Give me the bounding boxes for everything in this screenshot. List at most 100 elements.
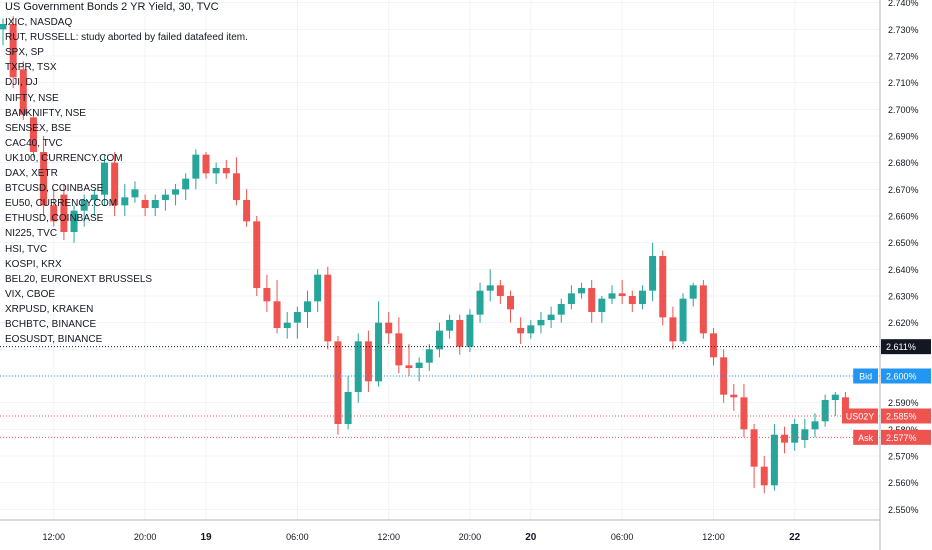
x-tick-label: 22 [789,532,801,543]
price-tag-box [881,408,931,424]
price-tag-value: 2.611% [886,342,916,352]
candle-body [90,194,98,200]
candle-body [770,434,778,486]
candle-body [821,400,829,422]
y-tick-label: 2.720% [888,52,919,62]
candle-body [172,189,180,195]
legend: US Government Bonds 2 YR Yield, 30, TVC … [5,0,248,347]
legend-study[interactable]: IXIC, NASDAQ [5,17,73,29]
candle-body [192,154,200,179]
legend-study[interactable]: BANKNIFTY, NSE [5,107,86,119]
candle-body [80,200,88,211]
chart-title[interactable]: US Government Bonds 2 YR Yield, 30, TVC [5,1,219,13]
legend-study[interactable]: SENSEX, BSE [5,122,72,134]
candle-body [222,168,230,174]
candle-body [578,288,586,294]
price-tags: 2.611% 2.600% Bid 2.585% US02Y 2.577% Ask [842,339,931,445]
candle-body [354,341,362,392]
price-tag-value: 2.577% [886,433,917,443]
candle-body [517,328,525,334]
y-tick-label: 2.630% [888,292,919,302]
price-tag-label: Bid [859,372,872,382]
candle-body [649,256,657,291]
candle-body [0,24,7,30]
candle-body [70,210,78,232]
candle-body [344,392,352,424]
price-tag-box [881,429,931,445]
candle-body [253,221,261,288]
price-tag-label-box [842,408,878,424]
legend-study[interactable]: EOSUSDT, BINANCE [5,334,103,346]
legend-study[interactable]: VIX, CBOE [5,288,56,300]
price-tag-value: 2.585% [886,412,917,422]
legend-study[interactable]: BCHBTC, BINANCE [5,318,97,330]
legend-study[interactable]: RUT, RUSSELL: study aborted by failed da… [5,32,248,44]
candle-body [557,304,565,315]
candle-body [486,285,494,291]
candle-body [273,301,281,328]
candle-body [537,320,545,326]
legend-study[interactable]: BTCUSD, COINBASE [5,183,104,195]
legend-study[interactable]: XRPUSD, KRAKEN [5,303,94,315]
x-tick-label: 20 [525,532,537,543]
y-tick-label: 2.690% [888,132,919,142]
candle-body [466,314,474,347]
candle-body [750,429,758,467]
legend-study[interactable]: EU50, CURRENCY.COM [5,198,118,210]
study-list: IXIC, NASDAQ RUT, RUSSELL: study aborted … [5,15,248,347]
x-tick-label: 12:00 [42,532,65,542]
candle-body [831,394,839,400]
legend-study[interactable]: NI225, TVC [5,228,58,240]
x-tick-label: 12:00 [702,532,725,542]
y-tick-label: 2.680% [888,158,919,168]
price-tag-label-box [853,429,878,445]
x-axis[interactable]: 12:00 20:00 19 06:00 12:00 20:00 20 06:00 12:00 2… [42,532,800,543]
legend-study[interactable]: TXPR, TSX [5,62,57,74]
candle-body [141,200,149,208]
legend-study[interactable]: UK100, CURRENCY.COM [5,152,123,164]
candle-body [608,293,616,299]
legend-study[interactable]: BEL20, EURONEXT BRUSSELS [5,273,153,285]
candle-body [364,341,372,382]
candle-body [161,194,169,200]
legend-study[interactable]: KOSPI, KRX [5,258,62,270]
candle-body [415,362,423,368]
candle-body [151,200,159,208]
legend-study[interactable]: NIFTY, NSE [5,92,59,104]
y-tick-label: 2.590% [888,398,919,408]
candle-body [618,293,626,296]
candle-body [9,24,17,78]
legend-study[interactable]: HSI, TVC [5,243,48,255]
y-tick-label: 2.640% [888,265,919,275]
candle-body [638,290,646,304]
candle-body [760,466,768,486]
legend-study[interactable]: DAX, XETR [5,168,58,180]
candle-body [283,322,291,328]
candle-body [781,434,789,443]
candle-body [446,320,454,331]
legend-study[interactable]: SPX, SP [5,47,44,59]
candle-body [111,162,119,206]
candle-body [801,429,809,440]
legend-study[interactable]: DJI, DJ [5,77,38,89]
candle-body [425,349,433,363]
candle-body [710,333,717,358]
candle-body [456,320,464,347]
y-tick-label: 2.660% [888,212,919,222]
candle-body [50,205,58,222]
candle-body [476,290,484,315]
candle-body [679,298,687,342]
candle-body [121,197,129,206]
candle-body [598,298,606,312]
x-tick-label: 06:00 [286,532,309,542]
y-tick-label: 2.700% [888,105,919,115]
candle-body [40,152,48,206]
candle-body [60,194,68,232]
legend-study[interactable]: CAC40, TVC [5,137,63,149]
candles-layer [0,16,849,494]
candle-body [375,322,383,382]
candle-body [669,317,677,342]
price-lines [0,346,880,438]
legend-study[interactable]: ETHUSD, COINBASE [5,213,104,225]
